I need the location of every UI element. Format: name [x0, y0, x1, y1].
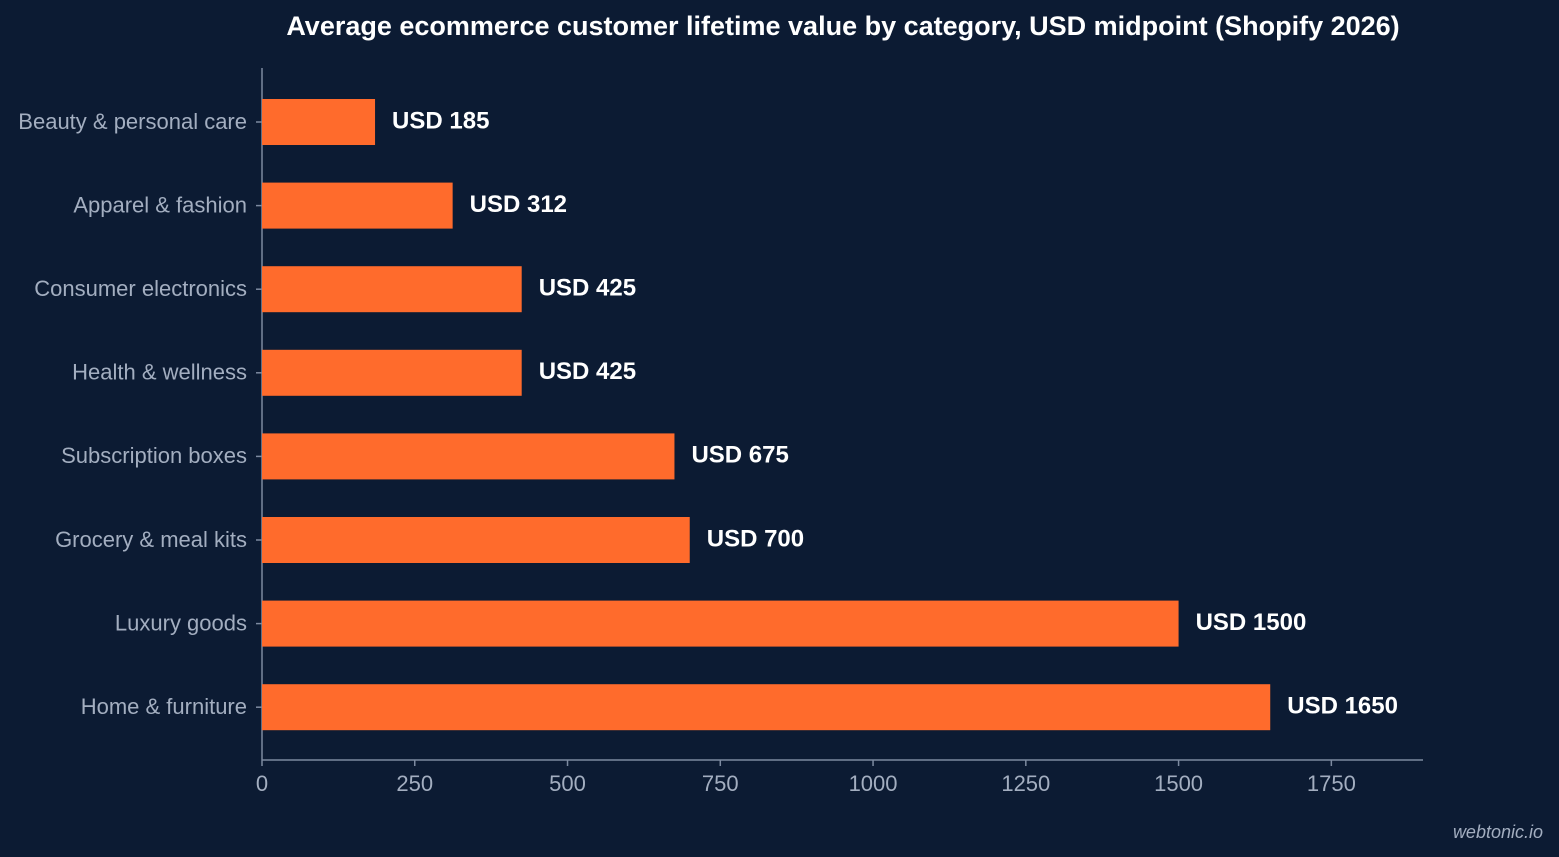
value-label: USD 312	[470, 191, 567, 218]
y-tick-label: Apparel & fashion	[73, 192, 247, 217]
bar	[262, 600, 1179, 647]
bar	[262, 517, 690, 563]
value-label: USD 1500	[1196, 609, 1307, 636]
bar	[262, 684, 1271, 731]
value-label: USD 675	[691, 442, 788, 469]
y-tick-label: Consumer electronics	[34, 276, 247, 301]
x-tick-label: 1000	[849, 771, 898, 796]
bar	[262, 99, 376, 145]
bar	[262, 349, 522, 396]
value-label: USD 700	[707, 525, 804, 552]
x-tick-label: 500	[549, 771, 586, 796]
y-tick-label: Home & furniture	[81, 694, 247, 719]
y-tick-label: Health & wellness	[72, 360, 247, 385]
x-tick-label: 0	[256, 771, 268, 796]
x-tick-label: 1500	[1154, 771, 1203, 796]
y-tick-label: Grocery & meal kits	[55, 527, 247, 552]
chart-title: Average ecommerce customer lifetime valu…	[286, 11, 1399, 41]
value-label: USD 185	[392, 107, 489, 134]
x-tick-label: 1250	[1001, 771, 1050, 796]
credit: webtonic.io	[1453, 822, 1543, 842]
bar	[262, 433, 675, 480]
x-tick-label: 1750	[1307, 771, 1356, 796]
y-tick-label: Beauty & personal care	[18, 109, 247, 134]
value-label: USD 425	[539, 275, 636, 302]
x-tick-label: 250	[396, 771, 433, 796]
bar	[262, 266, 522, 313]
value-label: USD 1650	[1287, 693, 1398, 720]
bar	[262, 182, 453, 229]
y-tick-label: Luxury goods	[115, 610, 247, 635]
x-tick-label: 750	[702, 771, 739, 796]
y-tick-label: Subscription boxes	[61, 443, 247, 468]
value-label: USD 425	[539, 358, 636, 385]
